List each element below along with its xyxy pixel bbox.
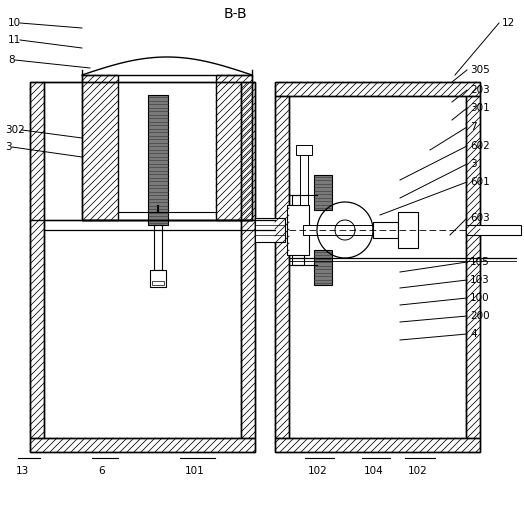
Text: 4: 4	[470, 329, 477, 339]
Text: 13: 13	[15, 466, 29, 476]
Text: 601: 601	[470, 177, 490, 187]
Text: 3: 3	[470, 159, 477, 169]
Text: 8: 8	[8, 55, 15, 65]
Bar	[373, 222, 398, 238]
Text: 305: 305	[470, 65, 490, 75]
Text: 105: 105	[470, 257, 490, 267]
Bar	[289, 96, 466, 438]
Text: 302: 302	[5, 125, 25, 135]
Bar	[296, 145, 312, 155]
Bar	[154, 225, 162, 270]
Bar	[30, 82, 255, 452]
Bar	[303, 225, 395, 235]
Text: 11: 11	[8, 35, 21, 45]
Text: 200: 200	[470, 311, 489, 321]
Text: 101: 101	[185, 466, 205, 476]
Text: 602: 602	[470, 141, 490, 151]
Bar	[292, 195, 304, 265]
Text: 301: 301	[470, 103, 490, 113]
Text: 6: 6	[99, 466, 105, 476]
Bar	[148, 95, 168, 225]
Text: 3: 3	[5, 142, 12, 152]
Text: 102: 102	[308, 466, 328, 476]
Text: 12: 12	[502, 18, 515, 28]
Text: 104: 104	[364, 466, 384, 476]
Text: 203: 203	[470, 85, 490, 95]
Text: 603: 603	[470, 213, 490, 223]
Bar	[82, 75, 252, 220]
Bar	[150, 270, 166, 287]
Text: 102: 102	[408, 466, 428, 476]
Text: 10: 10	[8, 18, 21, 28]
Bar	[398, 212, 418, 248]
Bar	[287, 205, 309, 255]
Bar	[275, 82, 480, 452]
Text: 100: 100	[470, 293, 489, 303]
Bar	[466, 225, 521, 235]
Text: B-B: B-B	[223, 7, 247, 21]
Text: 7: 7	[470, 122, 477, 132]
Bar	[314, 175, 332, 210]
Bar	[152, 281, 164, 285]
Bar	[255, 218, 285, 242]
Bar	[300, 145, 308, 205]
Bar	[44, 82, 241, 438]
Text: 103: 103	[470, 275, 490, 285]
Bar	[314, 250, 332, 285]
